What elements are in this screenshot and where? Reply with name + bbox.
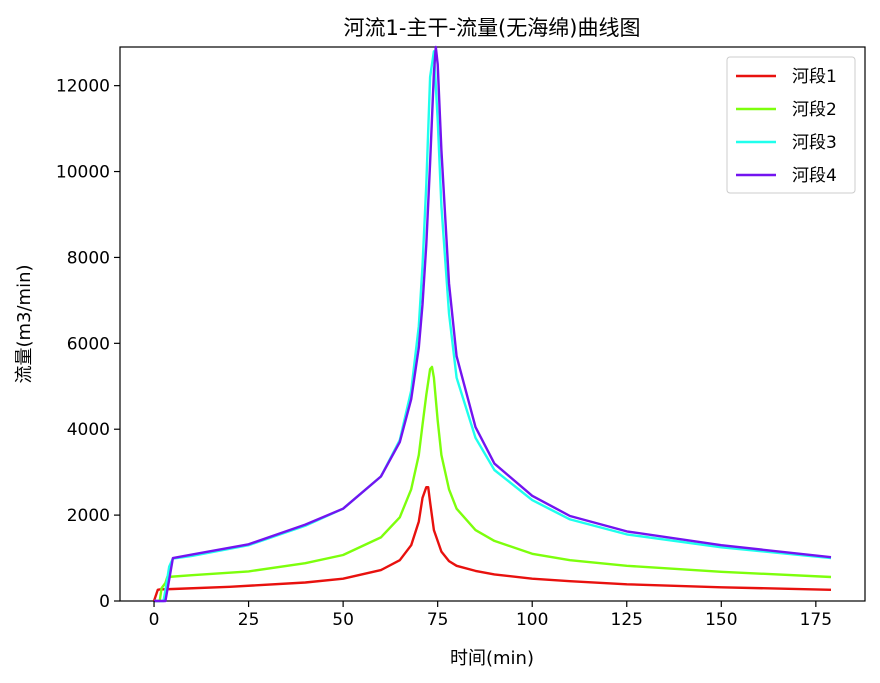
x-tick-label: 125 — [611, 610, 643, 630]
y-axis: 0 2000 4000 6000 8000 10000 12000 — [56, 77, 120, 612]
series-line-2 — [154, 365, 832, 603]
legend-frame — [726, 56, 856, 194]
y-tick-label: 0 — [99, 592, 110, 612]
x-tick-label: 150 — [705, 610, 737, 630]
y-axis-title: 流量(m3/min) — [14, 264, 35, 383]
series-line-1 — [152, 486, 832, 602]
x-axis-title: 时间(min) — [450, 648, 534, 669]
y-tick-label: 6000 — [67, 334, 110, 354]
legend-label-3: 河段3 — [792, 133, 837, 153]
x-tick-label: 75 — [427, 610, 449, 630]
legend-label-2: 河段2 — [792, 100, 837, 120]
x-axis: 0 25 50 75 100 125 150 175 — [149, 601, 832, 630]
legend: 河段1 河段2 河段3 河段4 — [726, 56, 856, 194]
y-tick-label: 8000 — [67, 248, 110, 268]
x-tick-label: 50 — [332, 610, 354, 630]
series-layer — [152, 45, 832, 603]
x-tick-label: 25 — [238, 610, 260, 630]
y-tick-label: 4000 — [67, 420, 110, 440]
x-tick-label: 100 — [516, 610, 548, 630]
legend-label-4: 河段4 — [792, 166, 837, 186]
series-line-4 — [154, 45, 832, 603]
x-tick-label: 175 — [800, 610, 832, 630]
y-tick-label: 2000 — [67, 506, 110, 526]
y-tick-label: 10000 — [56, 163, 110, 183]
chart-title: 河流1-主干-流量(无海绵)曲线图 — [344, 16, 641, 40]
x-tick-label: 0 — [149, 610, 160, 630]
legend-label-1: 河段1 — [792, 67, 837, 87]
y-tick-label: 12000 — [56, 77, 110, 97]
